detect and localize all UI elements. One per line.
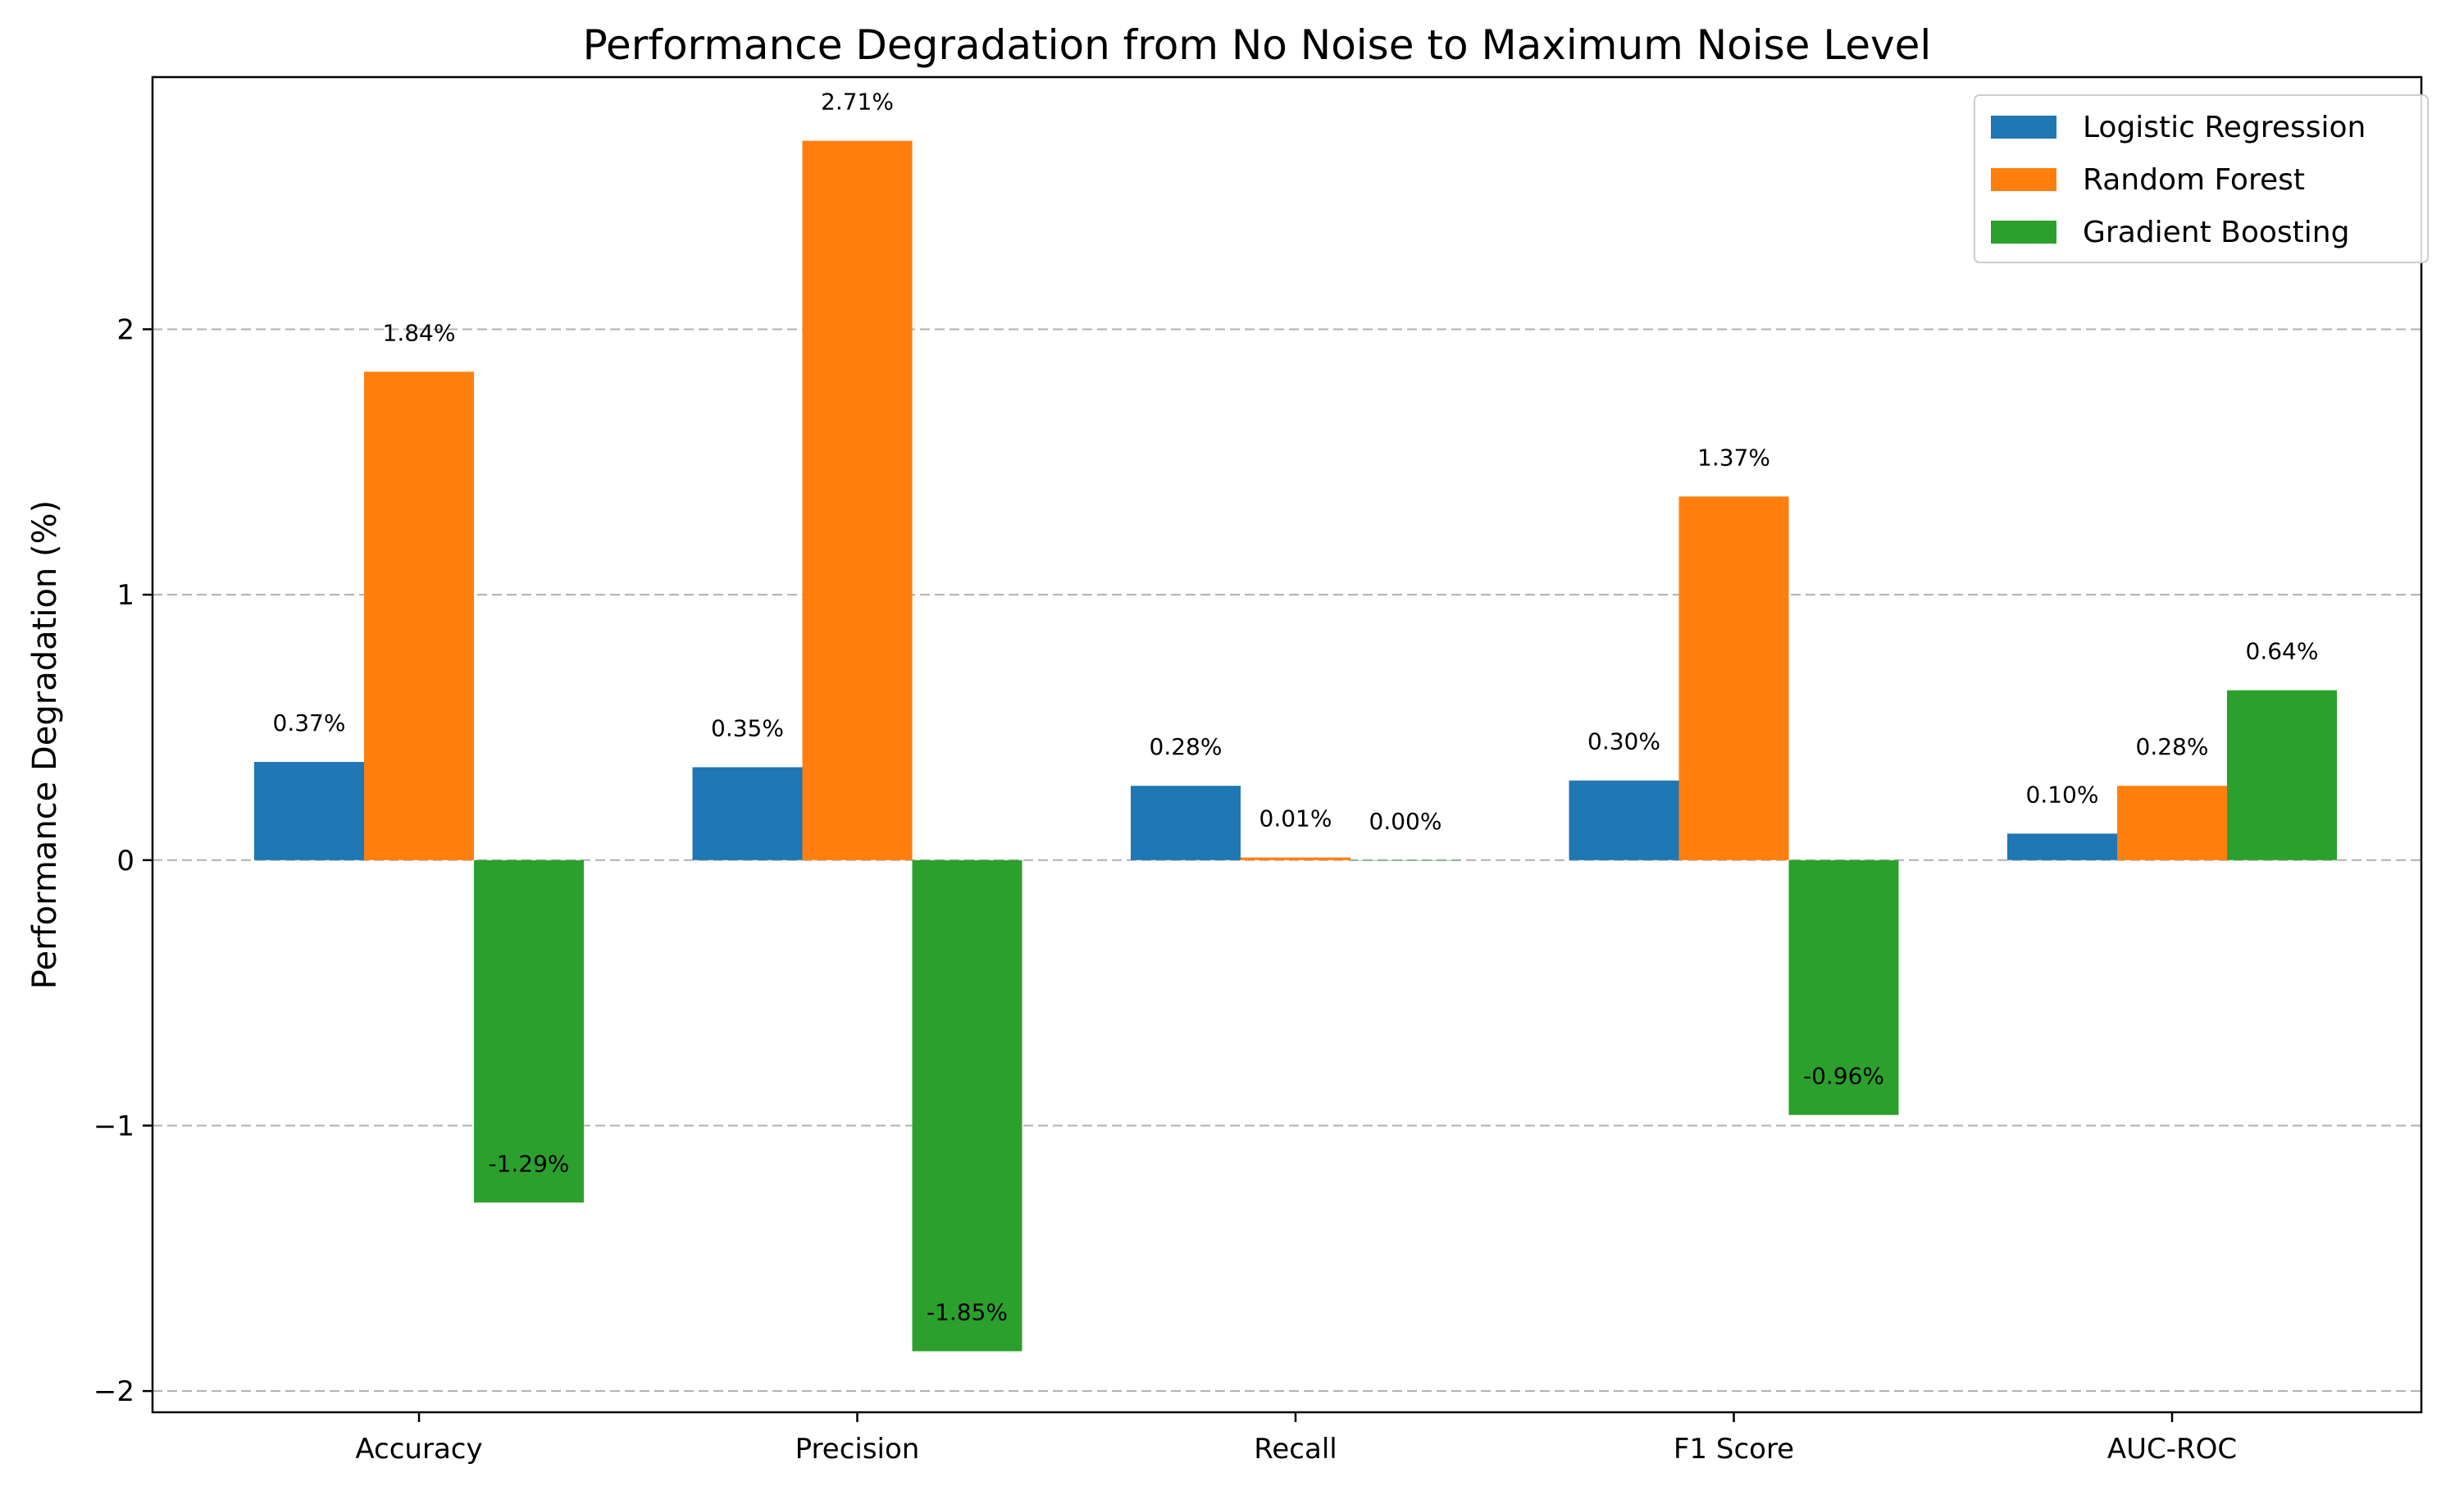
bar xyxy=(802,140,913,860)
data-label: 1.37% xyxy=(1697,444,1770,471)
bar xyxy=(912,859,1022,1352)
legend-swatch xyxy=(1991,168,2056,191)
legend-label: Gradient Boosting xyxy=(2083,216,2349,249)
bar xyxy=(1131,786,1241,860)
data-label: 0.00% xyxy=(1369,808,1442,835)
y-tick-label: 1 xyxy=(116,579,134,612)
legend: Logistic Regression Random Forest Gradient… xyxy=(1974,94,2429,263)
bar xyxy=(1678,496,1789,860)
bar xyxy=(1569,780,1679,860)
data-label: 0.28% xyxy=(2136,733,2209,760)
bar xyxy=(474,859,584,1203)
x-tick-label: Recall xyxy=(1254,1433,1337,1466)
data-label: 1.84% xyxy=(383,319,456,346)
bar xyxy=(1350,859,1460,861)
y-tick-label: 0 xyxy=(116,845,134,878)
data-label: 0.28% xyxy=(1150,733,1223,760)
legend-swatch xyxy=(1991,221,2056,244)
plot-frame xyxy=(151,75,2423,1414)
data-label: -0.96% xyxy=(1803,1063,1884,1090)
y-axis-label: Performance Degradation (%) xyxy=(26,500,64,989)
data-label: 2.71% xyxy=(821,89,894,116)
legend-frame xyxy=(1974,94,2429,263)
legend-label: Logistic Regression xyxy=(2083,111,2366,144)
bar xyxy=(2227,690,2337,860)
bar xyxy=(692,767,803,860)
data-label: 0.30% xyxy=(1587,728,1660,755)
data-label: 0.37% xyxy=(273,709,346,736)
x-tick-label: Accuracy xyxy=(355,1433,482,1466)
bar xyxy=(1788,859,1899,1115)
data-label: -1.29% xyxy=(488,1150,569,1177)
x-tick-label: AUC-ROC xyxy=(2107,1433,2237,1466)
bar xyxy=(1241,857,1350,860)
x-tick-label: Precision xyxy=(795,1433,920,1466)
data-label: 0.10% xyxy=(2026,781,2099,808)
y-tick-label: 2 xyxy=(116,313,134,346)
data-label-layer: 0.37% 0.35% 0.28% 0.30% 0.10% 1.84% 2.71% 0.01%… xyxy=(273,89,2319,1326)
y-tick-label: −1 xyxy=(93,1110,134,1142)
bar xyxy=(2117,786,2227,860)
chart-title: Performance Degradation from No Noise to… xyxy=(583,21,1932,69)
legend-swatch xyxy=(1991,116,2056,139)
tick-layer: −2 −1 0 1 2 Accuracy Precision Recall F1 Score AU… xyxy=(93,313,2237,1466)
data-label: 0.01% xyxy=(1259,805,1332,832)
bar xyxy=(2007,833,2117,860)
x-tick-label: F1 Score xyxy=(1674,1433,1794,1466)
bar-layer xyxy=(254,140,2337,1352)
y-tick-label: −2 xyxy=(93,1375,134,1408)
data-label: -1.85% xyxy=(927,1299,1008,1326)
legend-label: Random Forest xyxy=(2083,163,2305,197)
data-label: 0.64% xyxy=(2246,638,2319,665)
bar xyxy=(254,762,364,860)
data-label: 0.35% xyxy=(711,715,784,742)
bar xyxy=(364,372,474,860)
